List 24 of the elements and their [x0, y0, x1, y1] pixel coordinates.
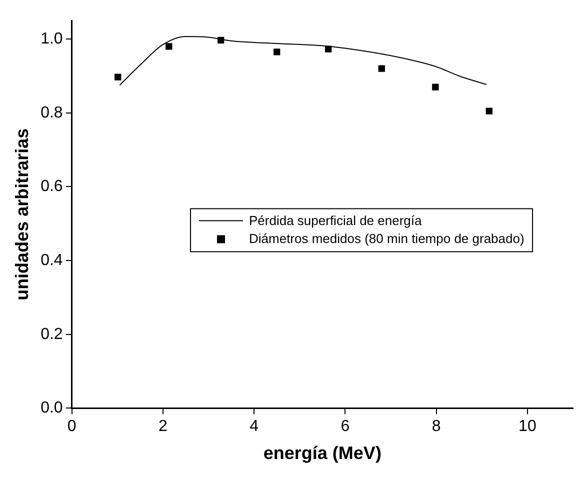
- y-tick-label: 0.6: [40, 178, 63, 196]
- point: [114, 74, 122, 80]
- y-tick-label: 1.0: [40, 30, 63, 48]
- y-tick-label: 0.0: [40, 400, 63, 417]
- point: [432, 84, 439, 90]
- x-tick-label: 0: [67, 418, 76, 436]
- legend-label: Pérdida superficial de energía: [249, 212, 422, 230]
- legend-label: Diámetros medidos (80 min tiempo de grabado): [249, 230, 524, 248]
- point: [166, 43, 172, 50]
- x-tick-label: 4: [250, 418, 259, 436]
- line-series: [119, 36, 487, 86]
- y-axis-title: unidades arbitrarias: [12, 128, 32, 300]
- point: [486, 108, 492, 114]
- x-tick-label: 2: [158, 418, 168, 436]
- x-tick-label: 6: [340, 418, 350, 436]
- x-tick-label: 8: [432, 418, 441, 436]
- x-tick-label: 10: [518, 418, 536, 436]
- point: [325, 46, 332, 52]
- y-tick-label: 0.4: [40, 252, 63, 269]
- point: [378, 65, 385, 72]
- point: [274, 48, 280, 56]
- y-tick-label: 0.2: [40, 326, 63, 343]
- x-axis-title: energía (MeV): [263, 443, 382, 464]
- y-tick-label: 0.8: [40, 104, 63, 122]
